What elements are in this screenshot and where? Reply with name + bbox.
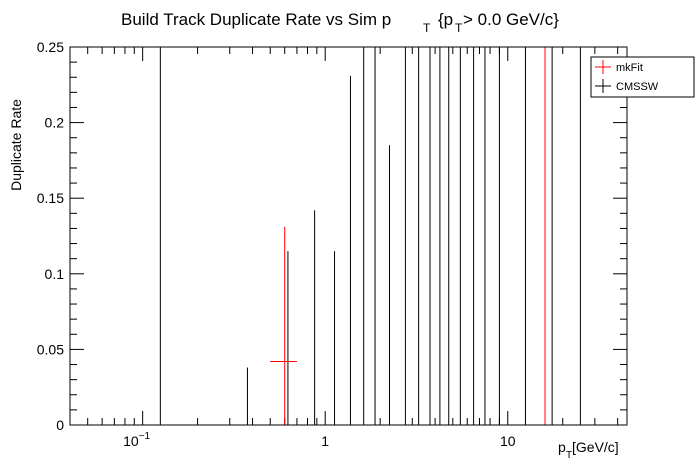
x-tick-label: 10 xyxy=(500,433,516,449)
x-axis-label-unit: [GeV/c] xyxy=(572,439,619,455)
legend-label: mkFit xyxy=(616,62,643,74)
legend: mkFit CMSSW xyxy=(590,56,695,98)
y-tick-label: 0.05 xyxy=(37,341,64,357)
y-tick-label: 0 xyxy=(56,417,64,433)
x-tick-label-exp: −1 xyxy=(139,431,151,442)
chart-title-main: Build Track Duplicate Rate vs Sim p xyxy=(121,10,391,29)
x-axis-label-sub: T xyxy=(566,450,572,461)
y-tick-label: 0.25 xyxy=(37,39,64,55)
chart-title-sub: T xyxy=(423,21,431,35)
y-tick-label: 0.15 xyxy=(37,190,64,206)
x-axis-label-main: p xyxy=(558,439,566,455)
legend-box xyxy=(590,56,695,98)
plot-frame xyxy=(69,46,628,426)
chart-title-cut: {p xyxy=(438,10,453,29)
y-tick-label: 0.1 xyxy=(45,266,65,282)
x-axis-label: p T [GeV/c] xyxy=(558,439,619,461)
y-tick-label: 0.2 xyxy=(45,115,65,131)
y-axis-label: Duplicate Rate xyxy=(8,99,24,191)
x-tick-label-base: 10 xyxy=(123,433,139,449)
series-layer xyxy=(159,47,581,426)
data-point xyxy=(270,226,297,425)
chart-title-cut-tail: > 0.0 GeV/c} xyxy=(463,10,559,29)
chart-title: Build Track Duplicate Rate vs Sim p T {p… xyxy=(121,10,559,36)
x-tick-label: 1 xyxy=(321,433,329,449)
legend-label: CMSSW xyxy=(616,81,659,93)
series-cmssw xyxy=(159,47,581,425)
x-tick-label: 10−1 xyxy=(123,431,150,449)
chart-title-cut-sub: T xyxy=(455,21,463,35)
